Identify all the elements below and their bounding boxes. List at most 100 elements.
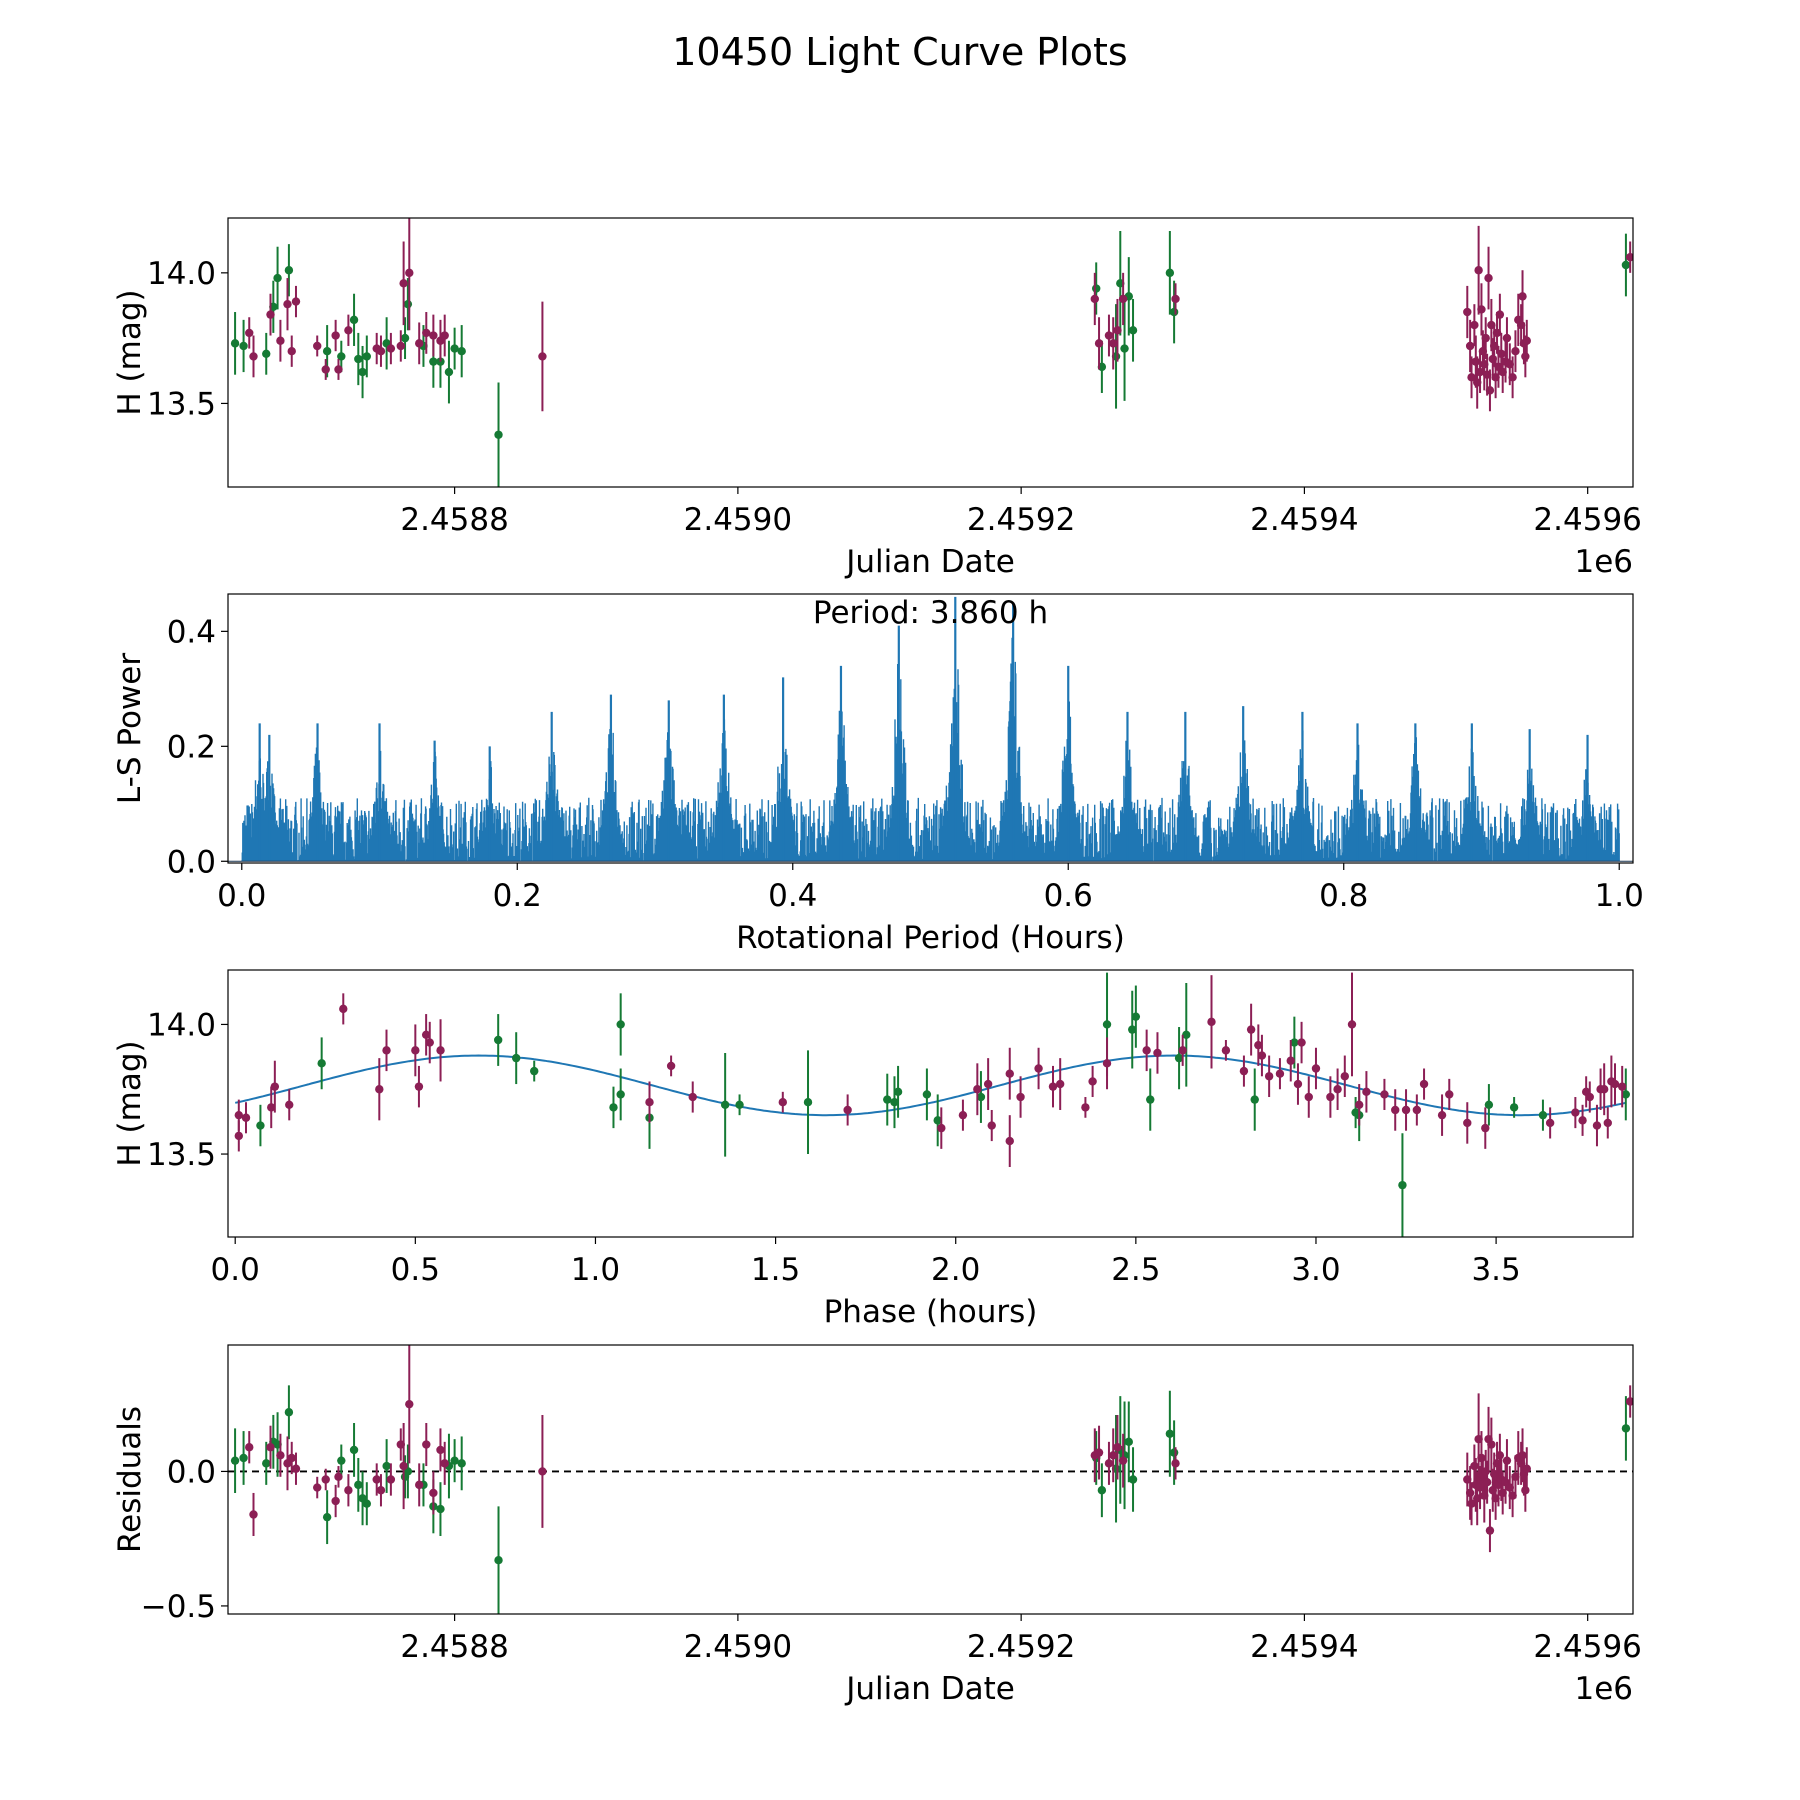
phased-light-curve-point	[1290, 1038, 1299, 1047]
phased-light-curve-point	[1599, 1085, 1609, 1094]
phased-light-curve-point	[1326, 1092, 1335, 1102]
light-curve-x-axis-label: Julian Date	[844, 544, 1015, 580]
residuals-point	[382, 1461, 391, 1471]
phased-light-curve-point	[1617, 1082, 1627, 1091]
residuals-point	[322, 1512, 332, 1522]
residuals-point	[422, 1440, 431, 1449]
light-curve-point	[334, 365, 343, 374]
phased-light-curve-point	[1102, 1020, 1112, 1029]
phased-light-curve-point	[1275, 1069, 1285, 1078]
residuals-point	[1482, 1477, 1492, 1487]
residuals-y-tick-label: 0.0	[167, 1454, 216, 1490]
phased-light-curve-x-tick-label: 1.0	[571, 1252, 620, 1288]
light-curve-point	[1508, 373, 1517, 382]
light-curve-point	[1485, 386, 1495, 395]
residuals-point	[538, 1467, 547, 1476]
phased-light-curve-point	[1286, 1056, 1295, 1065]
residuals-point	[1169, 1448, 1179, 1457]
light-curve-plot-area	[230, 218, 1633, 487]
phased-light-curve-point	[1484, 1100, 1494, 1109]
light-curve-point	[1092, 284, 1101, 293]
light-curve-point	[405, 268, 414, 278]
phased-light-curve-point	[1398, 1180, 1407, 1190]
residuals-panel: 2.4588 2.4590 2.4592 2.4594 2.4596 −0.5 0.0 Jul…	[112, 1344, 1642, 1707]
residuals-point	[1470, 1461, 1479, 1471]
residuals-x-offset-label: 1e6	[1574, 1671, 1633, 1707]
phased-light-curve-point	[1412, 1105, 1422, 1115]
light-curve-point	[1090, 294, 1099, 304]
light-curve-x-tick-label: 2.4596	[1533, 502, 1641, 538]
phased-light-curve-point	[1034, 1064, 1043, 1073]
residuals-point	[415, 1480, 424, 1490]
residuals-point	[405, 1399, 414, 1409]
residuals-point	[354, 1480, 363, 1490]
residuals-point	[321, 1475, 330, 1484]
phased-light-curve-point	[530, 1066, 539, 1076]
residuals-point	[1521, 1486, 1530, 1495]
light-curve-point	[1474, 266, 1483, 275]
phased-light-curve-point	[1293, 1079, 1303, 1089]
residuals-point	[429, 1488, 438, 1498]
residuals-point	[1113, 1443, 1122, 1452]
light-curve-y-axis-label: H (mag)	[112, 289, 148, 415]
light-curve-x-offset-label: 1e6	[1574, 544, 1633, 580]
phased-light-curve-point	[1311, 1064, 1321, 1073]
light-curve-panel: 2.4588 2.4590 2.4592 2.4594 2.4596 13.5 14.0 Ju…	[112, 217, 1642, 580]
light-curve-point	[1521, 352, 1530, 361]
phased-light-curve-point	[234, 1131, 244, 1141]
residuals-x-tick-label: 2.4596	[1533, 1629, 1641, 1665]
residuals-point	[1485, 1526, 1495, 1535]
residuals-point	[376, 1486, 386, 1495]
phased-light-curve-point	[893, 1087, 903, 1097]
phased-light-curve-panel: 0.0 0.5 1.0 1.5 2.0 2.5 3.0 3.5 13.5 14.0 Phase (h…	[112, 969, 1634, 1330]
residuals-point	[291, 1464, 301, 1473]
light-curve-x-tick-label: 2.4592	[967, 502, 1075, 538]
phased-light-curve-x-tick-label: 0.5	[391, 1252, 440, 1288]
phased-light-curve-point	[1592, 1121, 1602, 1130]
phased-light-curve-point	[1055, 1079, 1065, 1089]
phased-light-curve-point	[234, 1110, 244, 1120]
phased-light-curve-point	[883, 1095, 892, 1104]
light-curve-point	[1113, 326, 1122, 335]
light-curve-point	[400, 333, 410, 343]
phased-light-curve-axes-frame	[227, 969, 1634, 1238]
light-curve-point	[1128, 326, 1138, 335]
phased-light-curve-point	[241, 1113, 251, 1122]
light-curve-point	[313, 341, 322, 351]
residuals-point	[1467, 1499, 1476, 1508]
light-curve-point	[494, 430, 503, 439]
phased-light-curve-point	[1174, 1053, 1184, 1063]
periodogram-x-tick-label: 0.6	[1044, 878, 1093, 914]
periodogram-x-tick-label: 0.0	[217, 878, 266, 914]
light-curve-point	[239, 341, 248, 351]
light-curve-point	[1120, 344, 1129, 353]
residuals-point	[284, 1408, 294, 1417]
light-curve-point	[386, 344, 396, 353]
residuals-point	[1165, 1429, 1175, 1438]
phased-light-curve-y-tick-label: 13.5	[147, 1137, 216, 1173]
phased-light-curve-point	[1419, 1079, 1429, 1089]
periodogram-plot-area	[228, 596, 1633, 862]
light-curve-point	[429, 331, 438, 340]
phased-light-curve-point	[1380, 1090, 1389, 1099]
residuals-point	[334, 1472, 343, 1482]
residuals-point	[372, 1475, 381, 1484]
light-curve-point	[287, 346, 296, 356]
phased-light-curve-point	[1463, 1118, 1472, 1128]
residuals-x-tick-label: 2.4590	[684, 1629, 792, 1665]
phased-light-curve-point	[645, 1098, 654, 1107]
light-curve-point	[422, 328, 431, 338]
light-curve-point	[403, 299, 413, 309]
phased-light-curve-point	[1347, 1020, 1357, 1029]
phased-light-curve-point	[1081, 1103, 1090, 1112]
light-curve-point	[1465, 341, 1475, 351]
residuals-point	[436, 1504, 445, 1514]
light-curve-y-tick-label: 14.0	[147, 256, 216, 292]
light-curve-point	[230, 339, 240, 348]
phased-light-curve-point	[1005, 1069, 1014, 1078]
residuals-point	[1104, 1459, 1114, 1468]
residuals-point	[1109, 1451, 1118, 1460]
phased-light-curve-point	[1102, 1059, 1112, 1068]
residuals-point	[1518, 1451, 1527, 1460]
light-curve-y-tick-label: 13.5	[147, 386, 216, 422]
